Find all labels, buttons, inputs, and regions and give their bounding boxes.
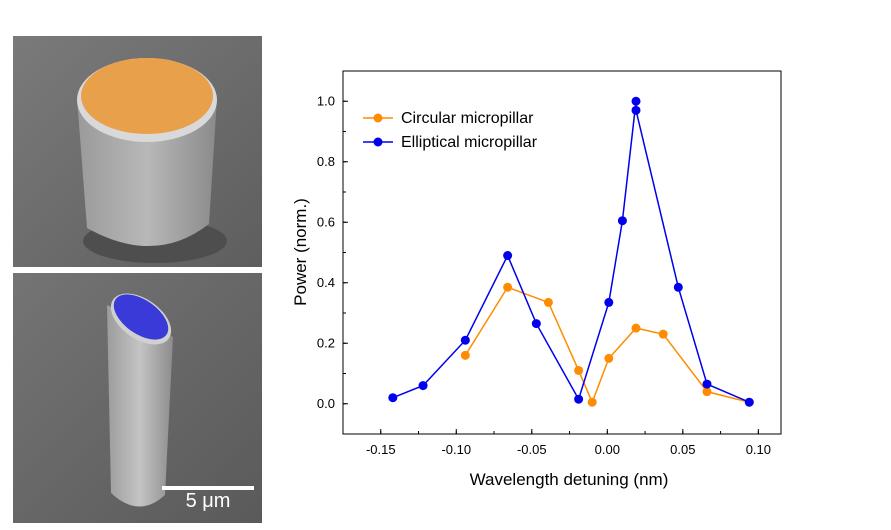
data-point-circular [587,397,597,407]
data-point-circular [658,329,668,339]
y-tick-label: 0.2 [317,335,335,350]
data-point-elliptical [702,379,712,389]
circular-micropillar-sem-image [13,36,262,267]
data-point-circular [604,353,614,363]
x-axis-ticks: -0.15 -0.10 -0.05 0.00 0.05 0.10 [342,429,771,457]
circular-micropillar-drawing [13,36,262,267]
x-tick-label: -0.10 [441,442,471,457]
series-layer [388,96,754,407]
data-point-circular [543,297,553,307]
elliptical-top-facet [113,294,169,340]
data-point-elliptical [418,381,428,391]
legend-marker [373,137,383,147]
x-tick-label: 0.00 [595,442,620,457]
data-point-elliptical [673,282,683,292]
data-point-circular [702,387,712,397]
data-point-elliptical [531,319,541,329]
series-line-circular [464,286,750,405]
scale-bar [162,486,254,490]
data-point-elliptical [503,251,513,261]
data-point-circular [574,365,584,375]
data-point-elliptical [574,394,584,404]
data-point-elliptical [388,393,398,403]
x-tick-label: 0.05 [670,442,695,457]
data-point-circular [460,350,470,360]
y-tick-label: 0.0 [317,396,335,411]
y-tick-label: 0.6 [317,214,335,229]
y-tick-label: 0.8 [317,154,335,169]
y-axis-ticks: 0.0 0.2 0.4 0.6 0.8 1.0 [317,70,348,435]
x-axis-title: Wavelength detuning (nm) [470,470,669,489]
legend: Circular micropillar Elliptical micropill… [363,110,538,151]
data-point-elliptical [460,335,470,345]
scale-bar-label: 5 μm [185,490,231,512]
data-point-elliptical [631,96,641,106]
y-axis-title: Power (norm.) [291,198,310,306]
x-tick-label: 0.10 [746,442,771,457]
elliptical-micropillar-drawing [13,273,262,523]
data-point-circular [631,323,641,333]
power-vs-detuning-chart: -0.15 -0.10 -0.05 0.00 0.05 0.10 0.0 0.2 0.4 0.6… [291,70,782,489]
legend-label: Circular micropillar [401,110,534,127]
x-tick-label: -0.05 [517,442,547,457]
data-point-elliptical [617,216,627,226]
x-tick-label: -0.15 [366,442,396,457]
y-tick-label: 1.0 [317,93,335,108]
data-point-elliptical [604,297,614,307]
legend-label: Elliptical micropillar [401,134,538,151]
y-tick-label: 0.4 [317,275,335,290]
data-point-circular [503,282,513,292]
circular-top-facet [81,58,213,134]
elliptical-micropillar-sem-image [13,273,262,523]
data-point-elliptical [744,397,754,407]
data-point-elliptical [631,105,641,115]
legend-marker [373,113,383,123]
